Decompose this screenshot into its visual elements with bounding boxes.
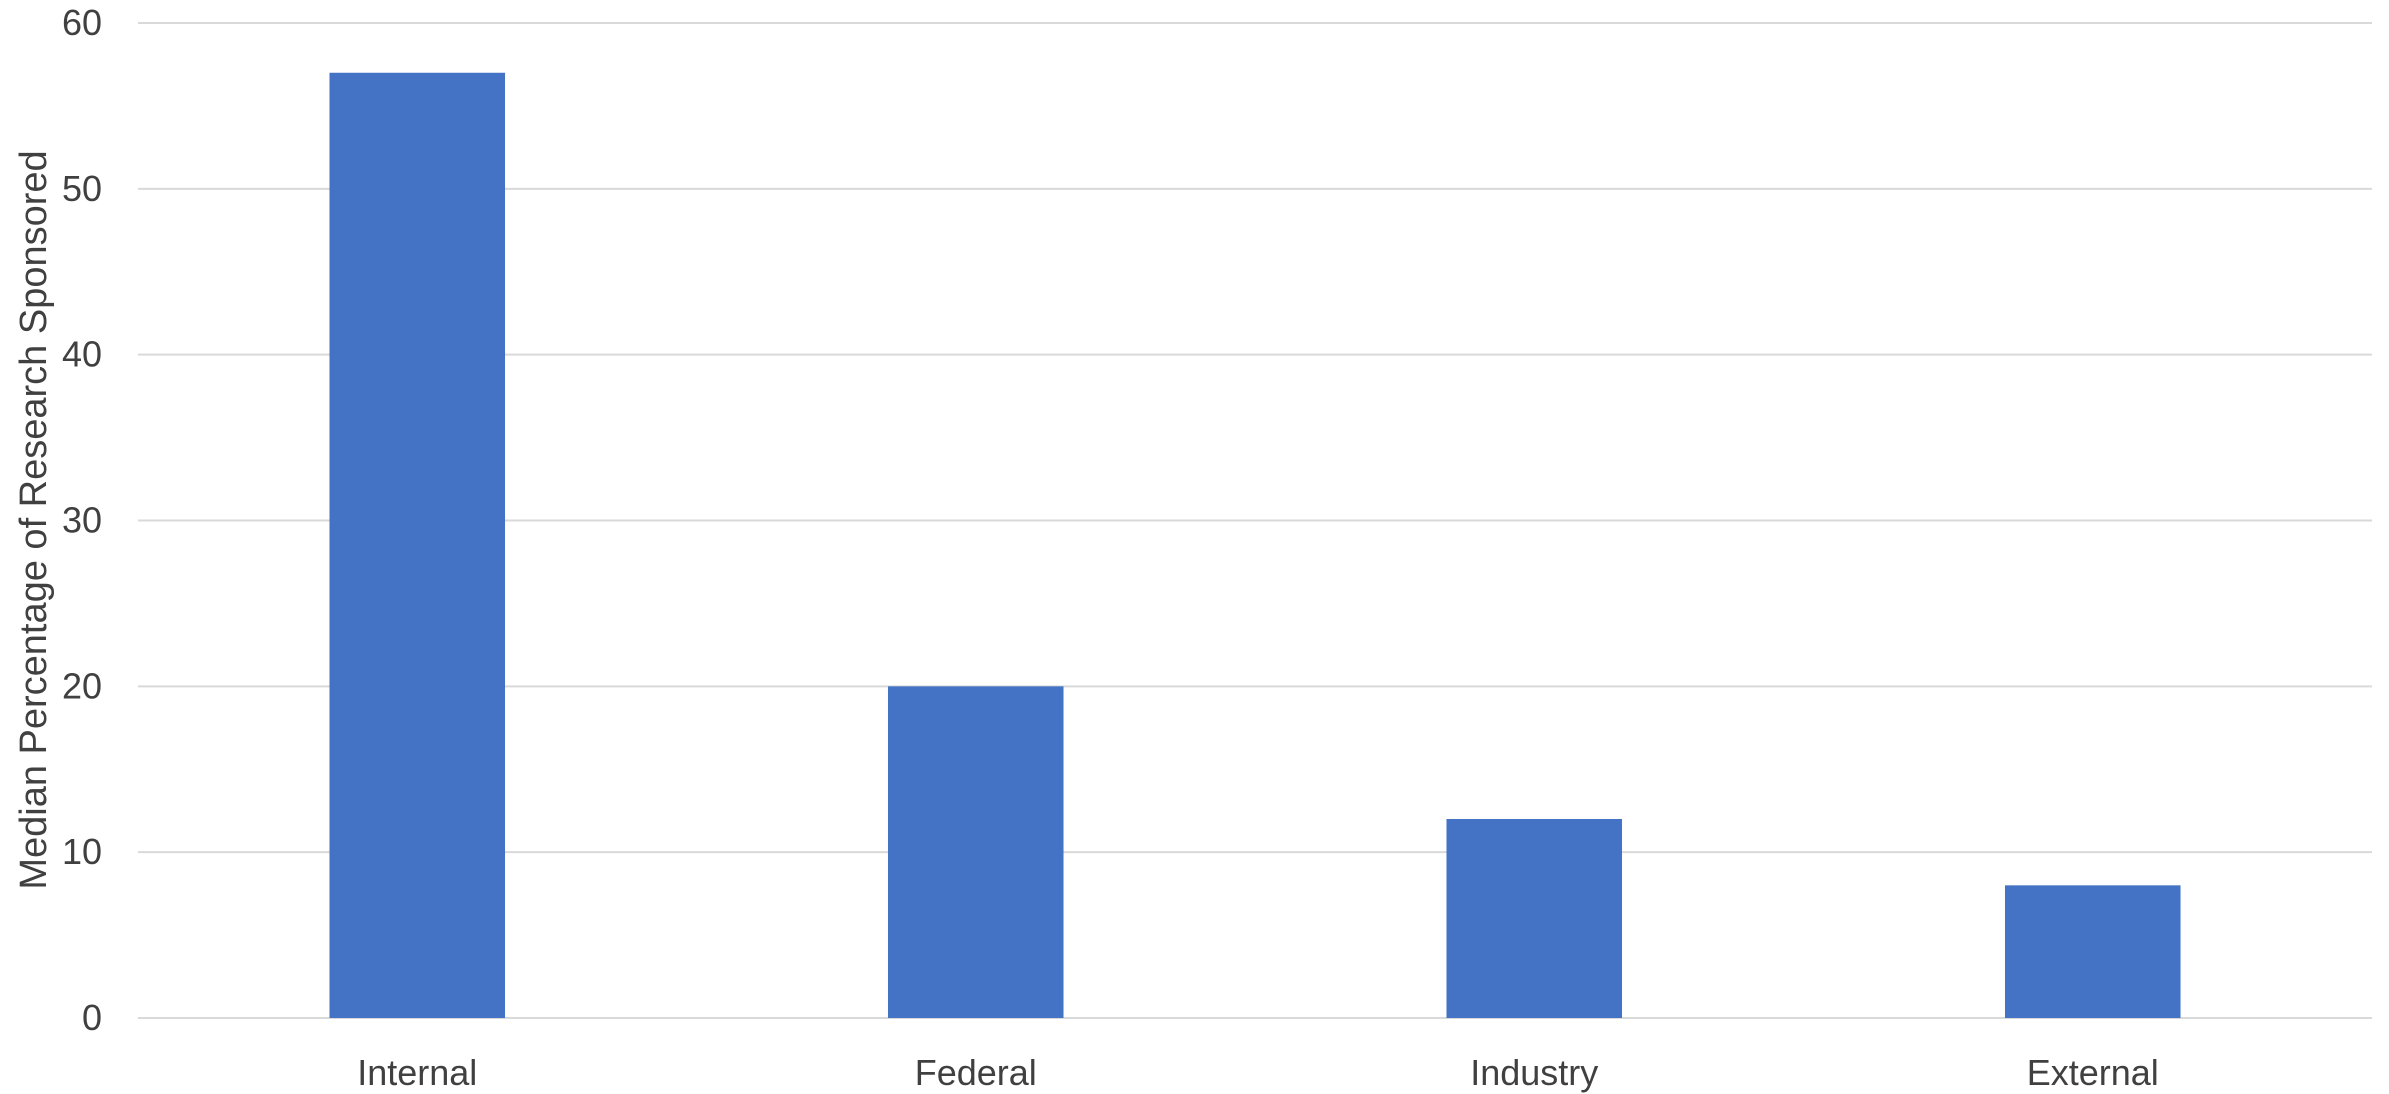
bar-internal <box>329 72 506 1018</box>
y-axis-ticks: 0 10 20 30 40 50 60 <box>62 2 102 1038</box>
y-tick-label: 20 <box>62 665 102 706</box>
x-axis-ticks: Internal Federal Industry External <box>357 1052 2159 1093</box>
bars <box>329 72 2181 1018</box>
y-tick-label: 50 <box>62 168 102 209</box>
bar-external <box>2004 885 2181 1018</box>
y-tick-label: 40 <box>62 334 102 375</box>
gridlines <box>138 22 2372 1019</box>
bar-industry <box>1446 819 1623 1018</box>
y-tick-label: 30 <box>62 500 102 541</box>
x-tick-label-internal: Internal <box>357 1052 477 1093</box>
y-tick-label: 60 <box>62 2 102 43</box>
y-tick-label: 0 <box>82 997 102 1038</box>
x-tick-label-external: External <box>2027 1052 2159 1093</box>
y-tick-label: 10 <box>62 831 102 872</box>
x-tick-label-federal: Federal <box>915 1052 1037 1093</box>
x-tick-label-industry: Industry <box>1470 1052 1598 1093</box>
y-axis-title: Median Percentage of Research Sponsored <box>13 150 55 889</box>
bar-federal <box>887 686 1064 1018</box>
